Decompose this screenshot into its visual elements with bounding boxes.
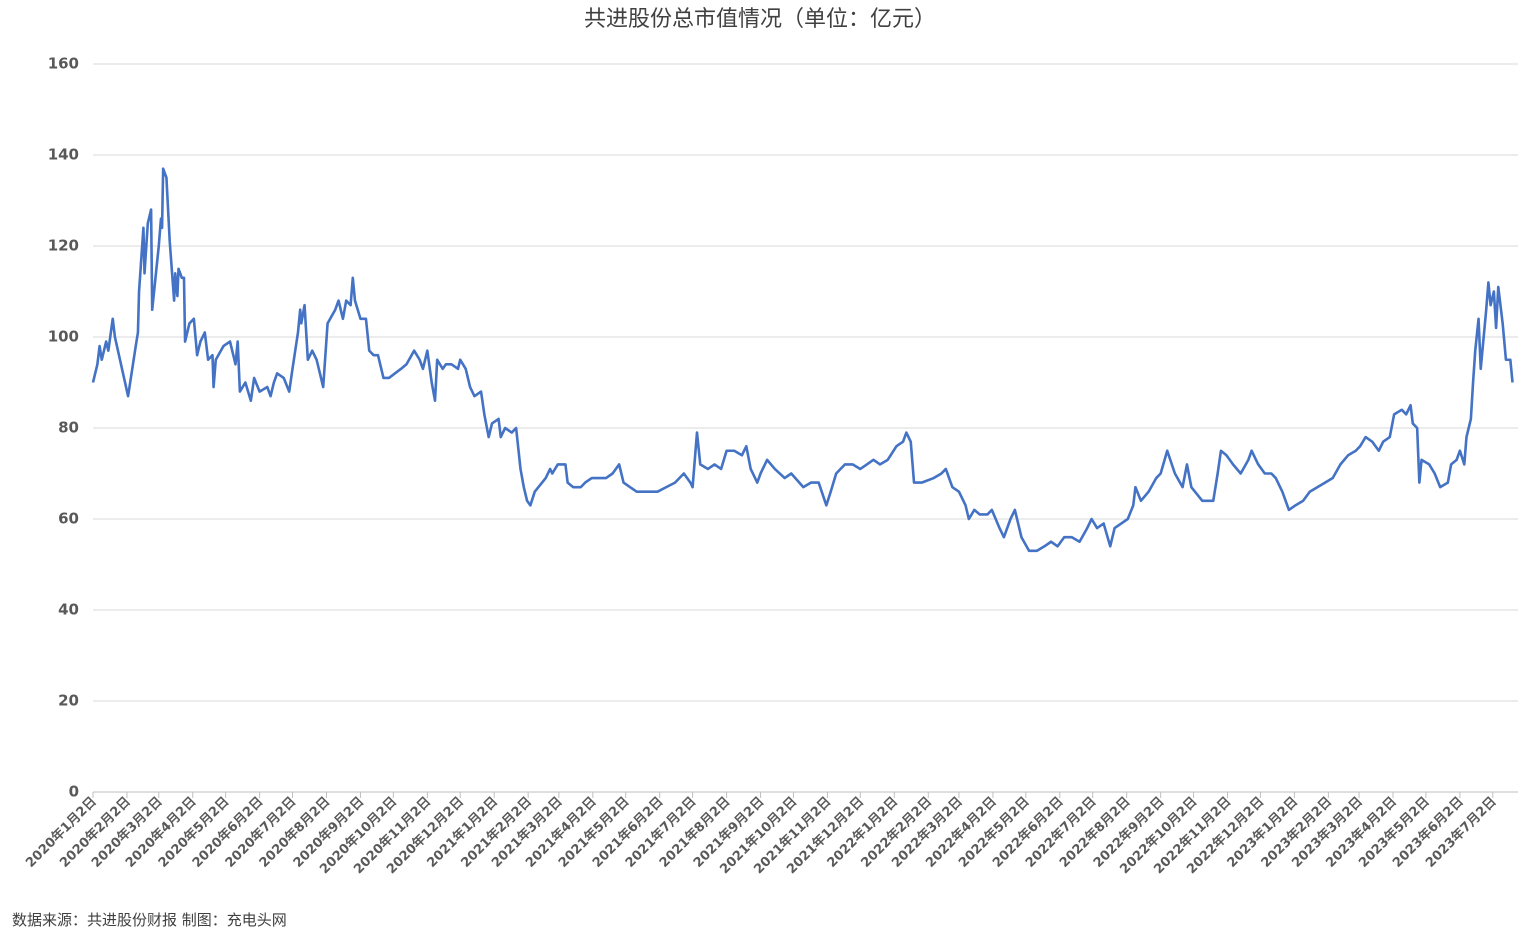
source-note: 数据来源：共进股份财报 制图：充电头网 (12, 911, 287, 929)
y-tick-label: 120 (48, 237, 79, 255)
y-tick-label: 100 (48, 328, 79, 346)
series-line (91, 167, 1514, 553)
y-tick-label: 160 (48, 55, 79, 73)
y-tick-label: 80 (58, 419, 79, 437)
chart-title: 共进股份总市值情况（单位：亿元） (584, 7, 936, 32)
y-tick-label: 20 (58, 692, 79, 710)
y-tick-label: 140 (48, 146, 79, 164)
y-tick-label: 60 (58, 510, 79, 528)
y-tick-label: 40 (58, 601, 79, 619)
y-tick-label: 0 (69, 783, 79, 801)
